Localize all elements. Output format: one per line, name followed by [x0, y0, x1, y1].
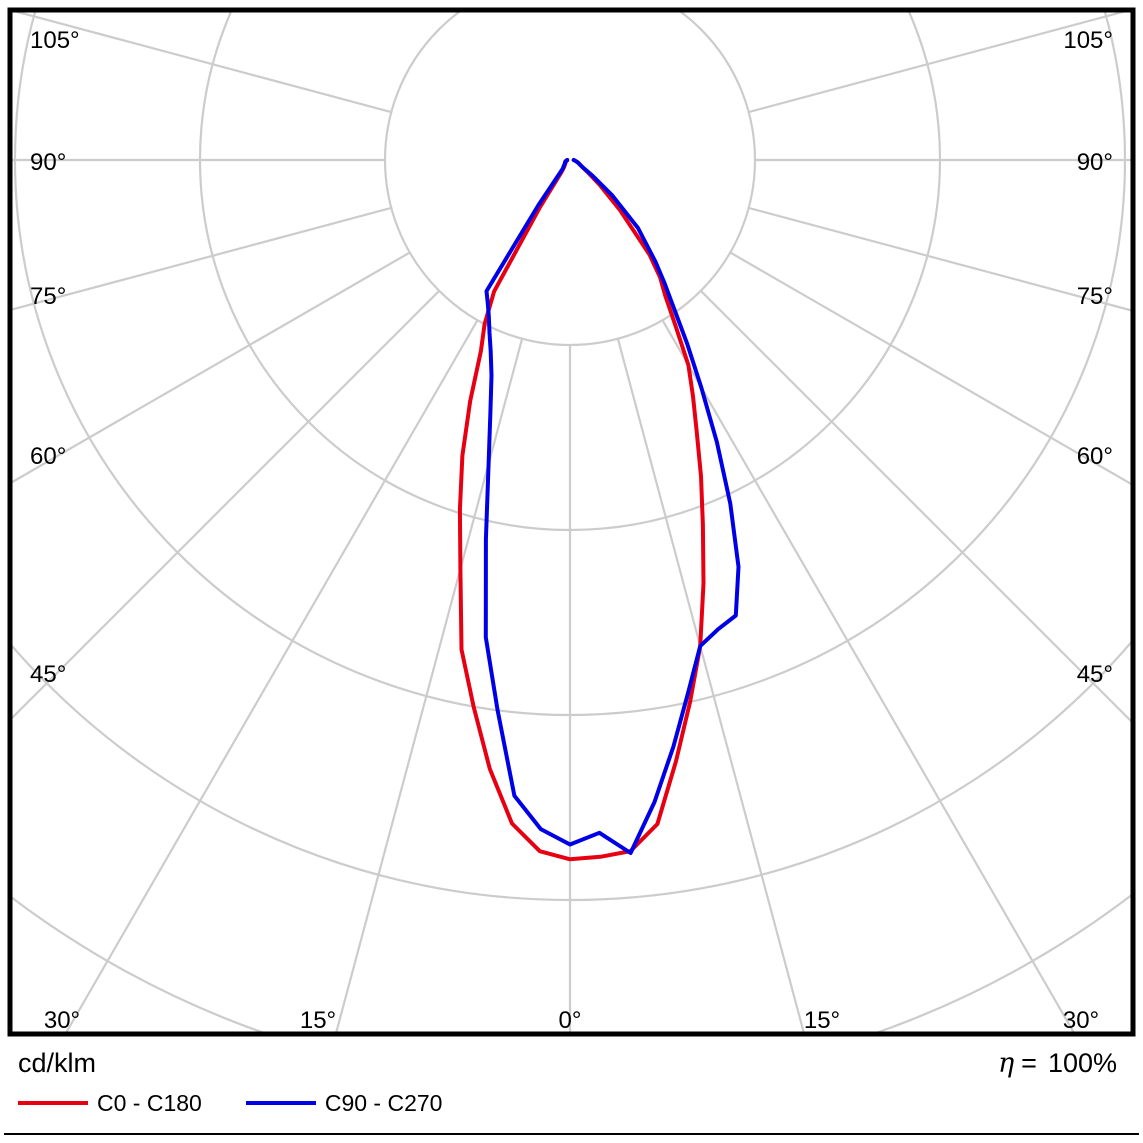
angle-tick-label: 60°: [1077, 443, 1113, 470]
legend-swatch-c0-c180: [18, 1101, 88, 1106]
grid-radial: [700, 290, 1131, 723]
angle-tick-label: 15°: [804, 1007, 840, 1034]
efficiency-label: η = 100%: [997, 1048, 1117, 1079]
chart-footer: cd/klm η = 100% C0 - C180 C90 - C270: [0, 1041, 1143, 1143]
angle-tick-label: 45°: [1077, 661, 1113, 688]
angle-tick-label: 90°: [1077, 149, 1113, 176]
grid-radial: [616, 338, 806, 1034]
angle-tick-label: 105°: [1063, 27, 1113, 54]
efficiency-equals: =: [1021, 1048, 1037, 1078]
angle-tick-label: 105°: [30, 27, 80, 54]
grid-radial: [12, 290, 440, 720]
footer-row: cd/klm η = 100%: [0, 1041, 1143, 1079]
units-label: cd/klm: [18, 1048, 97, 1078]
grid-ring: [12, 640, 1131, 901]
efficiency-symbol: η: [997, 1048, 1015, 1079]
grid-radial: [13, 12, 392, 114]
angle-tick-label: 45°: [30, 661, 66, 688]
polar-intensity-chart: 105° 105° 90° 90° 75° 75° 60° 60° 45° 45° 30° 30° 15…: [7, 7, 1136, 1037]
polar-grid: [12, 12, 1131, 1034]
grid-radial: [12, 251, 411, 484]
legend-label-c90-c270: C90 - C270: [324, 1089, 443, 1116]
grid-radial: [729, 251, 1131, 486]
legend: C0 - C180 C90 - C270: [0, 1090, 1143, 1117]
curve-c90-c270: [483, 158, 741, 855]
grid-radial: [334, 338, 524, 1034]
angle-tick-label: 90°: [30, 149, 66, 176]
angle-tick-label: 75°: [1077, 283, 1113, 310]
angle-tick-label: 0°: [559, 1007, 582, 1034]
plot-border: [7, 7, 1136, 1037]
grid-ring: [12, 893, 1131, 1034]
grid-radial: [661, 319, 1076, 1034]
angle-tick-label: 75°: [30, 283, 66, 310]
angle-tick-label: 60°: [30, 443, 66, 470]
legend-item-c0-c180: C0 - C180: [18, 1090, 202, 1117]
angle-tick-label: 30°: [44, 1007, 80, 1034]
curve-c0-c180: [457, 158, 706, 862]
efficiency-value: 100%: [1047, 1048, 1117, 1078]
angle-tick-label: 15°: [300, 1007, 336, 1034]
grid-ring: [383, 12, 757, 347]
grid-radial: [748, 206, 1131, 312]
legend-swatch-c90-c270: [245, 1101, 316, 1106]
legend-label-c0-c180: C0 - C180: [97, 1089, 202, 1116]
grid-radial: [748, 12, 1127, 114]
bottom-rule: [4, 1133, 1139, 1135]
legend-item-c90-c270: C90 - C270: [245, 1089, 443, 1117]
grid-radial: [64, 319, 479, 1034]
angle-tick-label: 30°: [1063, 1007, 1099, 1034]
grid-radial: [12, 206, 392, 311]
